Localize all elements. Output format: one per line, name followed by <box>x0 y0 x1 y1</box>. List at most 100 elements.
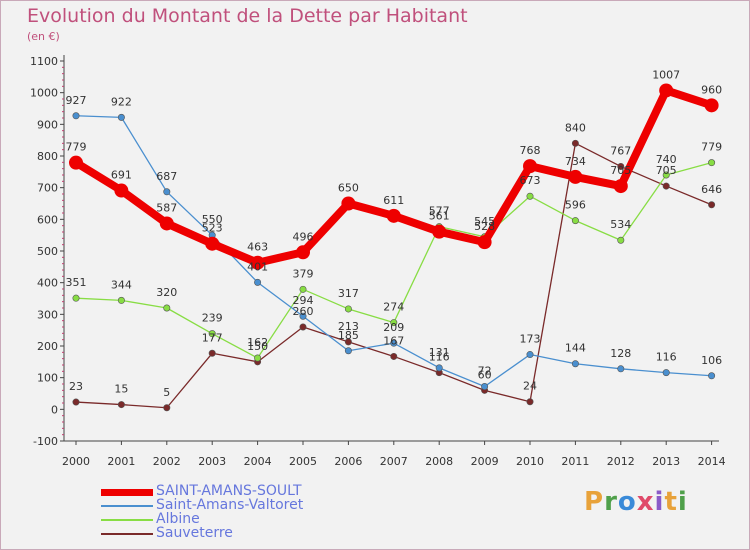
data-label: 587 <box>156 201 177 214</box>
data-label: 209 <box>383 321 404 334</box>
series-segment <box>438 371 486 391</box>
data-label: 650 <box>338 182 359 195</box>
y-tick-label: 700 <box>37 182 58 195</box>
data-label: 128 <box>610 347 631 360</box>
legend-label: SAINT-AMANS-SOULT <box>156 483 302 499</box>
y-tick-label: 100 <box>37 372 58 385</box>
data-point <box>163 188 171 196</box>
x-tick-label: 2002 <box>153 455 181 468</box>
data-point <box>523 159 537 174</box>
data-label: 779 <box>701 141 722 154</box>
data-point <box>662 369 670 377</box>
series-segment <box>480 162 534 247</box>
series-segment <box>302 288 350 310</box>
series-segment <box>253 248 307 267</box>
data-label: 561 <box>429 210 450 223</box>
data-point <box>72 294 80 302</box>
y-tick-label: -100 <box>33 435 58 448</box>
legend-swatch <box>101 533 153 535</box>
data-point <box>477 235 492 250</box>
series-segment <box>162 219 217 248</box>
data-point <box>341 196 356 211</box>
data-point <box>299 285 307 293</box>
data-label: 927 <box>66 94 87 107</box>
series-segment <box>665 185 713 206</box>
series-segment <box>347 342 395 352</box>
data-label: 15 <box>114 383 128 396</box>
data-point <box>708 372 716 380</box>
series-segment <box>120 403 168 409</box>
logo-letter: t <box>664 487 678 517</box>
x-tick-label: 2012 <box>607 455 635 468</box>
data-label: 577 <box>429 205 450 218</box>
legend-item-saint-amans-soult: SAINT-AMANS-SOULT <box>101 483 361 499</box>
data-point <box>390 339 398 347</box>
legend: SAINT-AMANS-SOULT Saint-Amans-Valtoret A… <box>101 483 361 541</box>
data-label: 379 <box>293 267 314 280</box>
data-point <box>435 364 443 372</box>
x-tick-label: 2010 <box>516 455 544 468</box>
data-label: 740 <box>656 153 677 166</box>
logo-letter: i <box>677 487 688 517</box>
series-segment <box>529 195 577 222</box>
data-label: 734 <box>565 155 586 168</box>
series-segment <box>256 281 304 317</box>
series-segment <box>665 161 713 176</box>
series-segment <box>211 332 259 359</box>
series-segment <box>529 353 577 365</box>
x-tick-label: 2007 <box>380 455 408 468</box>
series-segment <box>393 355 440 374</box>
series-segment <box>166 352 213 409</box>
data-label: 611 <box>383 194 404 207</box>
series-segment <box>389 211 444 236</box>
data-label: 213 <box>338 320 359 333</box>
data-point <box>526 398 534 406</box>
series-segment <box>620 174 667 241</box>
series-segment <box>120 116 168 193</box>
x-tick-label: 2008 <box>425 455 453 468</box>
data-point <box>254 278 262 286</box>
data-point <box>208 330 216 338</box>
data-label: 131 <box>429 346 450 359</box>
logo-letter: i <box>654 487 665 517</box>
logo-letter: x <box>636 487 655 517</box>
data-point <box>250 255 265 270</box>
series-segment <box>208 239 262 267</box>
series-segment <box>662 86 716 110</box>
data-point <box>72 398 80 406</box>
series-segment <box>166 191 213 236</box>
data-label: 687 <box>156 170 177 183</box>
x-tick-label: 2000 <box>62 455 90 468</box>
series-segment <box>344 199 398 220</box>
data-label: 116 <box>656 351 677 364</box>
series-segment <box>302 315 350 352</box>
data-point <box>432 224 447 239</box>
legend-swatch <box>101 489 153 496</box>
series-segment <box>75 401 123 406</box>
data-label: 260 <box>293 305 314 318</box>
data-label: 320 <box>156 286 177 299</box>
data-point <box>163 404 171 412</box>
data-label: 768 <box>520 144 541 157</box>
series-segment <box>256 326 304 363</box>
data-label: 545 <box>474 215 495 228</box>
series-segment <box>620 368 667 374</box>
legend-swatch <box>101 505 153 507</box>
series-segment <box>438 225 486 238</box>
x-tick-label: 2004 <box>244 455 272 468</box>
data-label: 463 <box>247 241 268 254</box>
x-tick-label: 2003 <box>198 455 226 468</box>
series-segment <box>483 389 531 403</box>
data-label: 646 <box>701 183 722 196</box>
y-tick-label: 900 <box>37 118 58 131</box>
y-tick-label: 1100 <box>30 55 58 68</box>
data-point <box>662 171 670 179</box>
series-segment <box>574 219 622 241</box>
data-label: 523 <box>202 222 223 235</box>
data-label: 1007 <box>652 68 680 81</box>
data-label: 162 <box>247 336 268 349</box>
proxiti-logo: Proxiti <box>584 487 688 517</box>
data-point <box>117 401 125 409</box>
legend-label: Sauveterre <box>156 525 233 541</box>
